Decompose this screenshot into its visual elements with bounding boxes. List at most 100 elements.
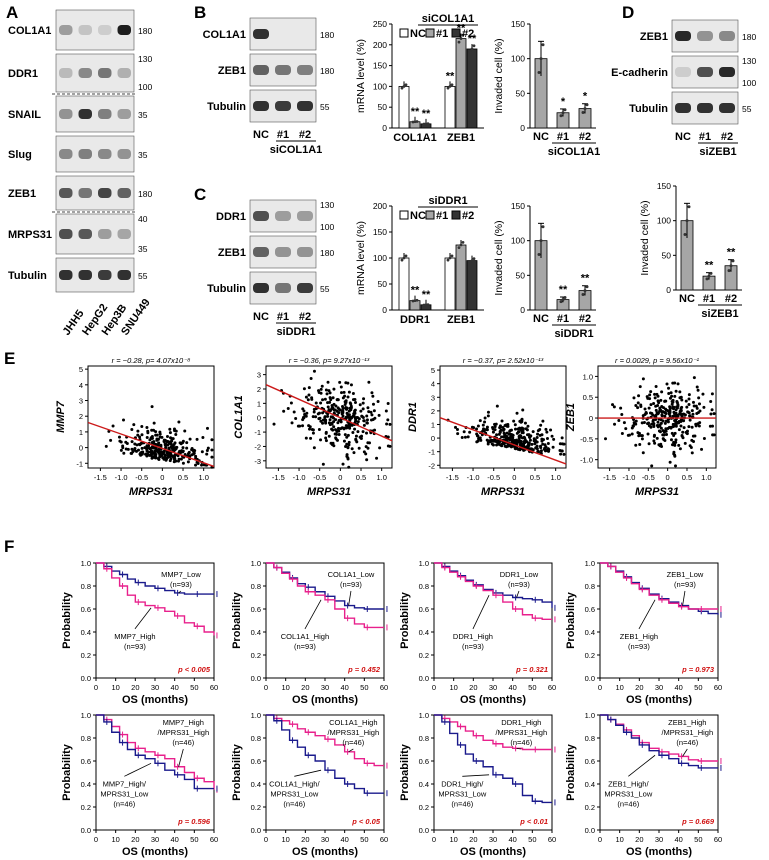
survival-curves: 0 10 20 30 40 50 60 0.0 0.2 0.4 0.6 0.8 1.0 OS (month… [61, 559, 722, 858]
y-tick-label: 1.0 [585, 559, 595, 568]
data-point [470, 47, 474, 51]
x-tick-label: 0 [432, 835, 436, 844]
data-point [400, 86, 404, 90]
group-label: siDDR1 [276, 326, 315, 338]
x-tick-label: 0 [512, 473, 516, 482]
scatter-point [150, 428, 154, 432]
scatter-point [321, 411, 325, 415]
scatter-points [272, 369, 392, 469]
scatter-point [154, 430, 158, 434]
scatter-point [195, 437, 199, 441]
bar [455, 38, 467, 129]
scatter-point [654, 385, 658, 389]
scatter-point [656, 425, 660, 429]
scatter-point [155, 433, 159, 437]
scatter-point [684, 399, 688, 403]
x-tick-label: 0 [598, 683, 602, 692]
curve-label: DDR1_High [501, 718, 541, 727]
scatter-point [526, 424, 530, 428]
data-point [457, 246, 461, 250]
scatter-point [470, 425, 474, 429]
scatter-point [644, 411, 648, 415]
scatter-point [341, 396, 345, 400]
y-axis-label: Probability [565, 743, 577, 801]
blot-label-mrps31: MRPS31 [8, 229, 52, 241]
scatter-point [638, 442, 642, 446]
curve-label: (n=46) [617, 799, 639, 808]
x-axis-label: OS (months) [626, 694, 692, 706]
y-tick-label: 0.2 [251, 651, 261, 660]
scatter-point [350, 416, 354, 420]
significance-mark: ** [422, 108, 431, 120]
scatter-point [674, 408, 678, 412]
scatter-point [304, 395, 308, 399]
curve-label: ZEB1_High/ [608, 779, 649, 788]
scatter-point [117, 435, 121, 439]
scatter-point [551, 445, 555, 449]
scatter-point [670, 443, 674, 447]
label-arrow [628, 754, 656, 777]
mw-marker: 130 [742, 56, 756, 66]
scatter-point [331, 396, 335, 400]
scatter-point [673, 431, 677, 435]
chart-E4: -1.5 -1.0 -0.5 0 0.5 1.0 -1.0 -0.5 0 0.5 1.0 MRPS31… [565, 356, 717, 498]
scatter-point [631, 424, 635, 428]
blot-label-d: E-cadherin [611, 67, 668, 79]
x-tick-label: -0.5 [313, 473, 326, 482]
scatter-point [682, 419, 686, 423]
scatter-point [324, 388, 328, 392]
scatter-point [485, 428, 489, 432]
scatter-point [145, 426, 149, 430]
y-tick-label: 0.0 [585, 826, 595, 835]
blot-d-band [719, 103, 735, 113]
chart-F1: 0 10 20 30 40 50 60 0.0 0.2 0.4 0.6 0.8 1.0 OS (month… [61, 559, 218, 706]
curve-label: MMP7_Low [161, 570, 201, 579]
scatter-point [670, 431, 674, 435]
x-tick-label: #1 [703, 293, 715, 305]
scatter-point [168, 427, 172, 431]
x-tick-label: NC [533, 313, 549, 325]
scatter-point [362, 450, 366, 454]
data-point [472, 257, 476, 261]
scatter-point [505, 434, 509, 438]
data-point [450, 83, 454, 87]
curve-label: COL1A1_High [281, 632, 329, 641]
scatter-point [535, 444, 539, 448]
scatter-point [652, 434, 656, 438]
blot-d-band [675, 67, 691, 77]
scatter-point [138, 435, 142, 439]
x-axis-label: OS (months) [292, 694, 358, 706]
curve-label: DDR1_High [453, 632, 493, 641]
scatter-point [673, 381, 677, 385]
x-tick-label: -0.5 [642, 473, 655, 482]
x-axis-label: OS (months) [122, 694, 188, 706]
blot-c-band [275, 283, 291, 293]
scatter-point [650, 464, 654, 468]
scatter-point [656, 404, 660, 408]
x-tick-label: 50 [190, 835, 198, 844]
data-point [561, 111, 565, 115]
scatter-point [346, 433, 350, 437]
scatter-point [655, 392, 659, 396]
scatter-point [196, 461, 200, 465]
y-tick-label: 0.4 [419, 780, 429, 789]
blot-a-zeb1-band [117, 188, 131, 198]
scatter-point [536, 429, 540, 433]
y-tick-label: 0.4 [81, 780, 91, 789]
scatter-point [503, 444, 507, 448]
data-point [537, 253, 541, 257]
mw-marker: 180 [138, 189, 152, 199]
scatter-point [653, 441, 657, 445]
scatter-point [340, 412, 344, 416]
scatter-point [310, 396, 314, 400]
data-point [459, 243, 463, 247]
blot-label-col1a1: COL1A1 [8, 25, 51, 37]
scatter-points [604, 376, 716, 468]
curve-label: (n=93) [462, 642, 484, 651]
blot-a-snail-band [78, 109, 92, 119]
y-tick-label: -2 [428, 461, 435, 470]
scatter-point [545, 430, 549, 434]
scatter-point [307, 393, 311, 397]
scatter-point [317, 428, 321, 432]
scatter-point [346, 415, 350, 419]
